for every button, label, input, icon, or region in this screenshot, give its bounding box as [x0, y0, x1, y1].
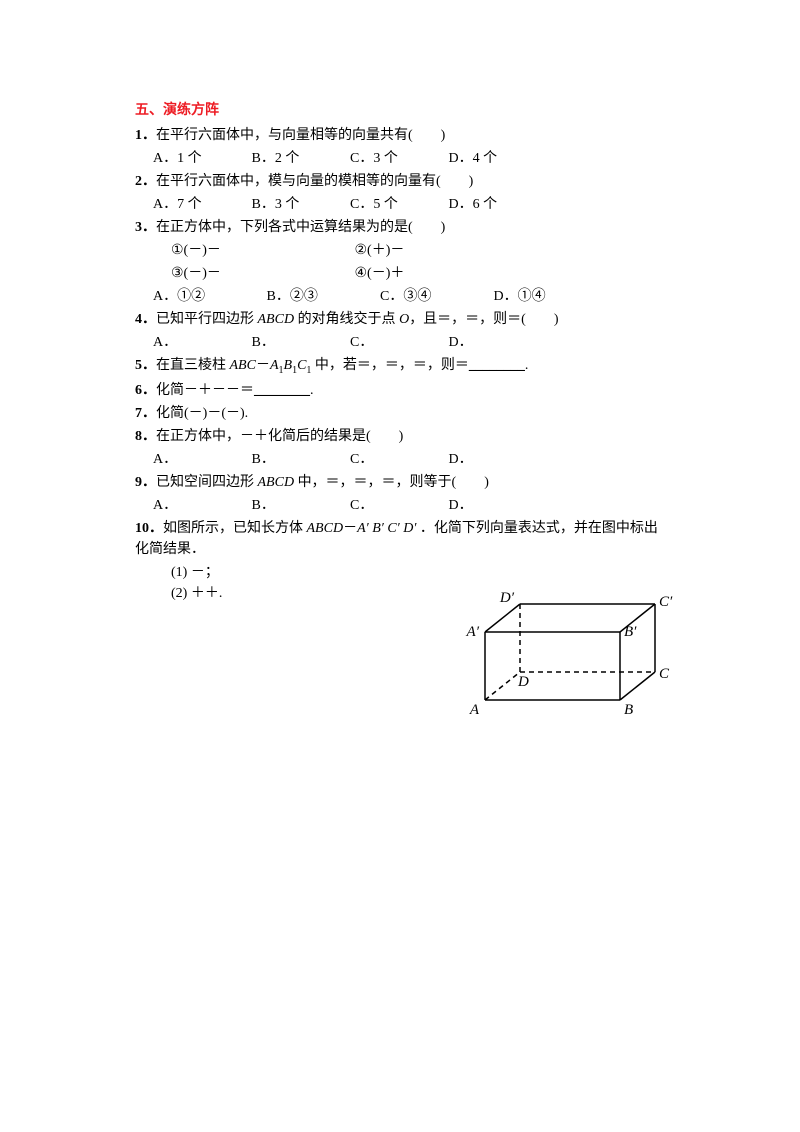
q8-opt-b: B． [252, 449, 347, 470]
q10-dash: － [343, 521, 357, 536]
q2-options: A．7 个 B．3 个 C．5 个 D．6 个 [135, 194, 665, 215]
q1-opt-a: A．1 个 [153, 148, 248, 169]
q10-dp: D′ [403, 521, 416, 536]
question-8: 8．在正方体中，－＋化简后的结果是( ) [135, 426, 665, 447]
question-7: 7．化简(－)－(－). [135, 403, 665, 424]
cuboid-diagram: ABCDA′B′C′D′ [455, 562, 665, 729]
q1-opt-c: C．3 个 [350, 148, 445, 169]
q7-text: 化简(－)－(－). [156, 406, 248, 421]
q5-num: 5． [135, 358, 156, 373]
q5-b1: B [284, 358, 293, 373]
q5-text-b: 中，若＝，＝，＝，则＝ [311, 358, 469, 373]
q6-num: 6． [135, 383, 156, 398]
q10-num: 10． [135, 521, 163, 536]
q8-text: 在正方体中，－＋化简后的结果是( ) [156, 429, 403, 444]
q5-period: . [525, 358, 529, 373]
q9-opt-b: B． [252, 495, 347, 516]
q9-opt-c: C． [350, 495, 445, 516]
q3-num: 3． [135, 220, 156, 235]
q3-opt-a: A．①② [153, 286, 263, 307]
q3-options: A．①② B．②③ C．③④ D．①④ [135, 286, 665, 307]
q2-opt-d: D．6 个 [449, 194, 544, 215]
q2-opt-c: C．5 个 [350, 194, 445, 215]
q2-text: 在平行六面体中，模与向量的模相等的向量有( ) [156, 174, 473, 189]
q4-text-a: 已知平行四边形 [156, 312, 258, 327]
q9-text-b: 中，＝，＝，＝，则等于( ) [294, 475, 489, 490]
q10-text-a: 如图所示，已知长方体 [163, 521, 307, 536]
q2-opt-a: A．7 个 [153, 194, 248, 215]
q4-opt-a: A． [153, 332, 248, 353]
q1-opt-d: D．4 个 [449, 148, 544, 169]
q3-sub-4: ④(－)＋ [355, 263, 535, 284]
q9-opt-d: D． [449, 495, 544, 516]
q3-opt-c: C．③④ [380, 286, 490, 307]
question-9: 9．已知空间四边形 ABCD 中，＝，＝，＝，则等于( ) [135, 472, 665, 493]
q4-options: A． B． C． D． [135, 332, 665, 353]
q3-sub-3: ③(－)－ [171, 263, 351, 284]
q9-num: 9． [135, 475, 156, 490]
question-3: 3．在正方体中，下列各式中运算结果为的是( ) [135, 217, 665, 238]
question-6: 6．化简－＋－－＝________. [135, 380, 665, 401]
q3-sub-2: ②(＋)－ [355, 240, 535, 261]
q8-opt-a: A． [153, 449, 248, 470]
q1-num: 1． [135, 128, 156, 143]
q8-num: 8． [135, 429, 156, 444]
q9-options: A． B． C． D． [135, 495, 665, 516]
q10-abcd: ABCD [307, 521, 344, 536]
q6-text: 化简－＋－－＝ [156, 383, 254, 398]
q5-prism-a: ABC [230, 358, 256, 373]
q8-options: A． B． C． D． [135, 449, 665, 470]
question-4: 4．已知平行四边形 ABCD 的对角线交于点 O，且＝，＝，则＝( ) [135, 309, 665, 330]
q4-abcd: ABCD [258, 312, 295, 327]
q1-text: 在平行六面体中，与向量相等的向量共有( ) [156, 128, 445, 143]
q3-text: 在正方体中，下列各式中运算结果为的是( ) [156, 220, 445, 235]
q5-a1: A [270, 358, 279, 373]
svg-text:A′: A′ [466, 624, 480, 640]
q10-step1: (1) －； [135, 562, 445, 583]
question-10: 10．如图所示，已知长方体 ABCD－A′ B′ C′ D′ ．化简下列向量表达… [135, 518, 665, 560]
q4-text-b: 的对角线交于点 [294, 312, 399, 327]
q10-cp: C′ [387, 521, 399, 536]
svg-text:B′: B′ [624, 624, 637, 640]
q9-abcd: ABCD [258, 475, 295, 490]
q8-opt-c: C． [350, 449, 445, 470]
q2-num: 2． [135, 174, 156, 189]
q6-period: . [310, 383, 314, 398]
q4-opt-c: C． [350, 332, 445, 353]
q3-opt-b: B．②③ [267, 286, 377, 307]
q7-num: 7． [135, 406, 156, 421]
q2-opt-b: B．3 个 [252, 194, 347, 215]
q5-blank: ________ [469, 358, 525, 373]
q1-opt-b: B．2 个 [252, 148, 347, 169]
svg-text:D′: D′ [499, 590, 515, 606]
question-1: 1．在平行六面体中，与向量相等的向量共有( ) [135, 125, 665, 146]
q4-text-c: ，且＝，＝，则＝( ) [409, 312, 558, 327]
q6-blank: ________ [254, 383, 310, 398]
svg-text:A: A [469, 702, 480, 718]
q3-subs-row1: ①(－)－ ②(＋)－ [135, 240, 665, 261]
q3-opt-d: D．①④ [494, 286, 604, 307]
q4-o: O [399, 312, 409, 327]
question-5: 5．在直三棱柱 ABC－A1B1C1 中，若＝，＝，＝，则＝________. [135, 355, 665, 378]
q1-options: A．1 个 B．2 个 C．3 个 D．4 个 [135, 148, 665, 169]
q10-body: (1) －； (2) ＋＋. ABCDA′B′C′D′ [135, 562, 665, 729]
q3-sub-1: ①(－)－ [171, 240, 351, 261]
q4-opt-d: D． [449, 332, 544, 353]
svg-text:B: B [624, 702, 633, 718]
q10-step2: (2) ＋＋. [135, 583, 445, 604]
svg-text:C: C [659, 666, 670, 682]
q9-text-a: 已知空间四边形 [156, 475, 258, 490]
question-2: 2．在平行六面体中，模与向量的模相等的向量有( ) [135, 171, 665, 192]
q4-num: 4． [135, 312, 156, 327]
svg-text:D: D [517, 674, 529, 690]
svg-text:C′: C′ [659, 594, 673, 610]
q4-opt-b: B． [252, 332, 347, 353]
q10-bp: B′ [372, 521, 384, 536]
q5-text-a: 在直三棱柱 [156, 358, 230, 373]
section-title: 五、演练方阵 [135, 100, 665, 121]
q10-ap: A′ [357, 521, 369, 536]
q9-opt-a: A． [153, 495, 248, 516]
q8-opt-d: D． [449, 449, 544, 470]
q3-subs-row2: ③(－)－ ④(－)＋ [135, 263, 665, 284]
